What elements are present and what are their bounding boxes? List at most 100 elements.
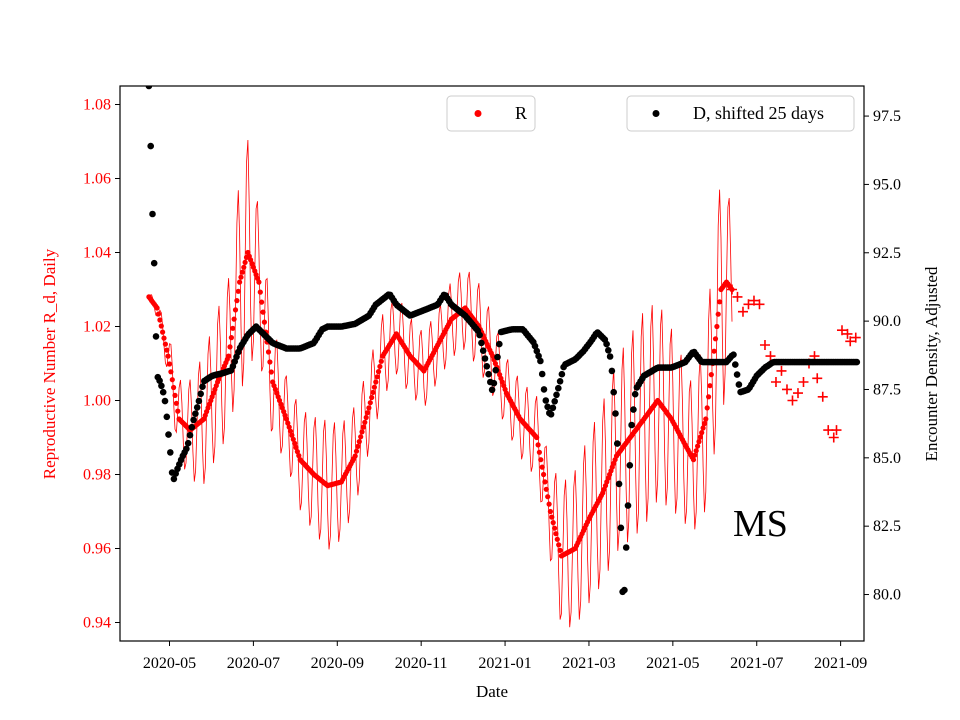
- r-point: [543, 486, 549, 492]
- r-point: [697, 434, 703, 440]
- d-point: [478, 339, 485, 347]
- r-plus-marker: [845, 336, 856, 347]
- r-point: [235, 288, 241, 294]
- r-point: [292, 440, 298, 446]
- r-point: [360, 424, 366, 430]
- d-point: [158, 382, 165, 390]
- r-plus-marker: [743, 299, 754, 310]
- d-point: [167, 449, 174, 456]
- r-point: [172, 392, 178, 398]
- d-point: [496, 340, 503, 348]
- d-point: [549, 404, 557, 412]
- x-tick-label: 2020-07: [227, 655, 280, 672]
- r-point: [707, 383, 713, 389]
- x-tick-label: 2021-07: [730, 655, 783, 672]
- r-point: [286, 424, 292, 430]
- r-plus-marker: [781, 384, 792, 395]
- d-point: [622, 544, 630, 551]
- x-tick-label: 2021-05: [646, 655, 699, 672]
- r-point: [157, 317, 163, 323]
- r-point: [550, 520, 556, 526]
- d-point: [556, 378, 564, 385]
- r-point: [369, 394, 375, 401]
- r-point: [556, 542, 562, 548]
- r-point: [226, 353, 232, 359]
- d-point: [558, 370, 566, 378]
- r-point: [541, 471, 547, 478]
- r-plus-marker: [792, 388, 803, 399]
- d-point: [606, 353, 614, 360]
- r-point: [375, 369, 382, 375]
- r-point: [162, 341, 168, 347]
- r-plus-marker: [726, 284, 737, 295]
- r-point: [553, 531, 559, 537]
- r-point: [265, 349, 272, 355]
- d-point: [197, 390, 204, 398]
- d-point: [617, 524, 625, 532]
- y-left-tick-label: 1.02: [83, 319, 111, 336]
- r-point: [542, 479, 548, 485]
- d-point: [195, 397, 203, 405]
- d-point: [853, 358, 861, 366]
- r-plus-marker: [765, 351, 776, 362]
- r-point: [353, 448, 360, 454]
- r-point: [268, 369, 274, 375]
- d-point: [621, 586, 628, 594]
- y-right-tick-label: 92.5: [873, 245, 901, 262]
- r-point: [227, 344, 233, 350]
- r-point: [359, 429, 365, 435]
- r-point: [242, 259, 248, 265]
- x-tick-label: 2020-11: [395, 655, 448, 672]
- d-point: [488, 386, 496, 394]
- x-axis-label: Date: [476, 682, 508, 701]
- y-left-tick-label: 1.04: [83, 245, 111, 262]
- d-point: [547, 411, 555, 418]
- y-right-axis-ticks: 80.0 82.5 85.0 87.5 90.0 92.5 95.0 97.5: [864, 108, 901, 604]
- r-point: [228, 335, 234, 341]
- r-plus-marker: [836, 325, 847, 336]
- x-tick-label: 2020-09: [311, 655, 364, 672]
- r-point: [701, 420, 708, 427]
- d-point: [192, 410, 199, 418]
- x-tick-label: 2020-05: [143, 655, 196, 672]
- d-point: [538, 370, 546, 378]
- legend-d-marker: [652, 110, 660, 117]
- r-point: [715, 311, 721, 317]
- r-point: [696, 439, 702, 445]
- r-point: [287, 428, 294, 434]
- x-tick-label: 2021-03: [562, 655, 615, 672]
- d-point: [483, 363, 491, 370]
- r-point: [712, 336, 719, 342]
- r-point: [356, 439, 362, 445]
- d-point: [485, 370, 492, 378]
- r-point: [165, 353, 171, 359]
- r-point: [267, 359, 273, 365]
- r-point: [171, 384, 177, 391]
- r-point: [538, 457, 544, 463]
- d-series-markers: [145, 86, 861, 596]
- d-point: [735, 381, 743, 388]
- legend-r-box: [446, 95, 536, 132]
- d-point: [605, 347, 612, 354]
- r-point: [552, 525, 558, 531]
- legend-d-label: D, shifted 25 days: [693, 103, 824, 123]
- y-left-tick-label: 1.00: [83, 393, 111, 410]
- r-plus-marker: [831, 425, 842, 436]
- d-point: [186, 431, 194, 439]
- r-point: [168, 369, 174, 375]
- r-point: [534, 434, 540, 441]
- d-point: [555, 384, 562, 392]
- x-axis-ticks: 2020-05 2020-07 2020-09 2020-11 2021-01 2021-…: [143, 641, 867, 672]
- r-point: [239, 269, 245, 275]
- r-point: [693, 448, 699, 454]
- r-point: [545, 494, 551, 500]
- r-point: [363, 414, 369, 421]
- d-point: [553, 391, 560, 399]
- r-point: [173, 400, 179, 406]
- r-plus-marker: [850, 332, 861, 343]
- r-point: [241, 264, 247, 270]
- x-tick-label: 2021-09: [814, 655, 867, 672]
- r-plus-marker: [842, 328, 853, 339]
- r-plus-marker: [748, 295, 759, 306]
